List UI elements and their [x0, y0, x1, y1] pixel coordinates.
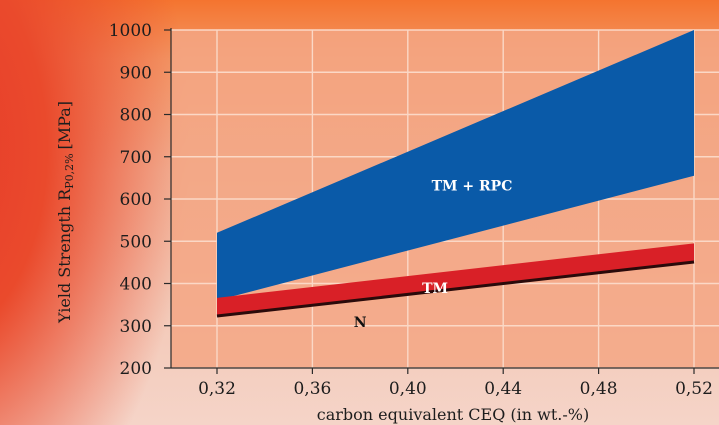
- y-tick-label-200: 200: [120, 359, 152, 379]
- x-tick-label-0,40: 0,40: [389, 379, 427, 399]
- x-tick-label-0,36: 0,36: [293, 379, 331, 399]
- region-tm-rpc: [217, 30, 694, 301]
- x-tick-label-0,44: 0,44: [484, 379, 522, 399]
- line-label-n: N: [354, 315, 367, 331]
- data-regions: [217, 30, 694, 316]
- region-label-tm-rpc: TM + RPC: [432, 179, 513, 195]
- y-axis-title-subscript: P0,2%: [63, 153, 76, 188]
- x-axis-title: carbon equivalent CEQ (in wt.-%): [317, 405, 589, 424]
- x-tick-label-0,32: 0,32: [198, 379, 236, 399]
- x-tick-label-0,48: 0,48: [580, 379, 618, 399]
- y-tick-label-800: 800: [120, 106, 152, 126]
- region-labels: TM + RPC TM N: [354, 179, 513, 332]
- y-tick-label-900: 900: [120, 63, 152, 83]
- y-axis-title-unit: [MPa]: [55, 101, 74, 149]
- y-tick-label-400: 400: [120, 275, 152, 295]
- region-tm: [217, 243, 694, 316]
- y-tick-label-600: 600: [120, 190, 152, 210]
- y-tick-label-300: 300: [120, 317, 152, 337]
- data-lines: [216, 260, 695, 318]
- axes: [164, 28, 719, 374]
- region-label-tm: TM: [422, 281, 448, 297]
- y-axis-title: Yield Strength RP0,2% [MPa]: [55, 101, 76, 324]
- y-axis-title-main: Yield Strength R: [55, 188, 74, 324]
- y-tick-label-700: 700: [120, 148, 152, 168]
- y-tick-label-500: 500: [120, 232, 152, 252]
- x-tick-label-0,52: 0,52: [675, 379, 713, 399]
- line-n: [216, 260, 695, 318]
- y-tick-label-1000: 1000: [109, 21, 152, 41]
- x-tick-labels: 0,32 0,36 0,40 0,44 0,48 0,52: [198, 379, 713, 399]
- y-tick-labels: 200 300 400 500 600 700 800 900 1000: [109, 21, 152, 379]
